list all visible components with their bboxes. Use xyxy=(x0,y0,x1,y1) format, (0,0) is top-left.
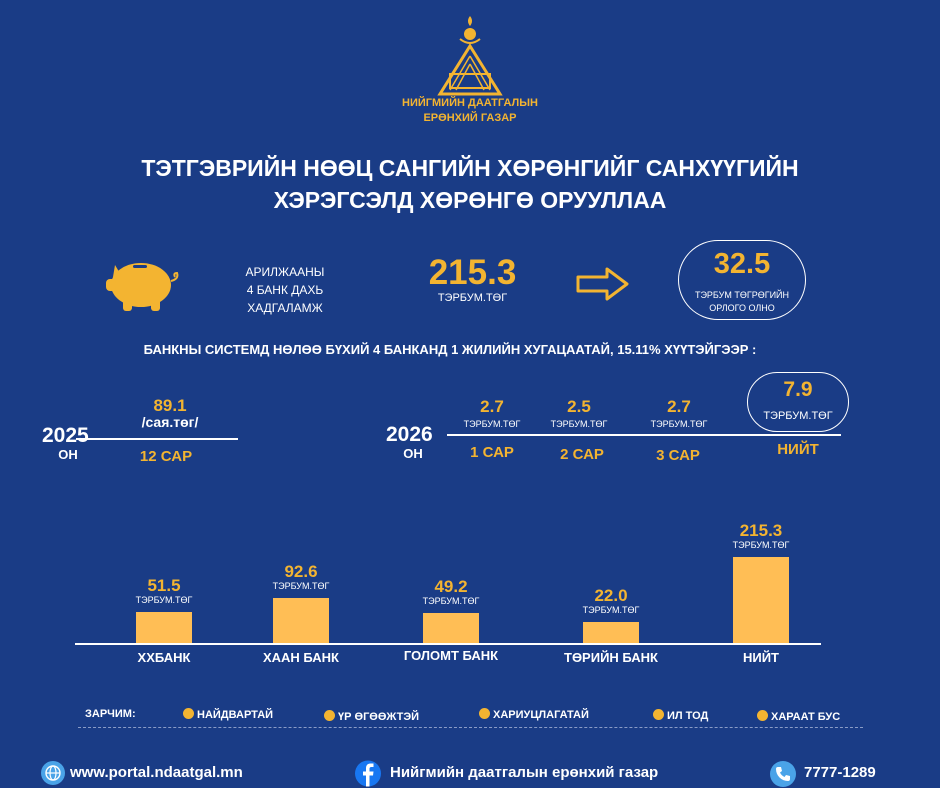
bar xyxy=(136,611,192,643)
month3-label: 3 САР xyxy=(656,447,700,464)
year-2026-on: ОН xyxy=(403,446,423,461)
chart-baseline xyxy=(75,643,821,645)
bar xyxy=(733,556,789,643)
desc-line2: 4 БАНК ДАХЬ xyxy=(246,283,324,297)
month2-value: 2.5 xyxy=(567,397,591,416)
month2-unit: ТЭРБУМ.ТӨГ xyxy=(550,419,608,429)
bar-value-label: 49.2 xyxy=(434,576,468,596)
dot-icon xyxy=(479,708,490,719)
piggy-bank-icon xyxy=(106,263,179,311)
facebook-icon xyxy=(355,760,381,787)
month1-unit: ТЭРБУМ.ТӨГ xyxy=(463,419,521,429)
month3-value: 2.7 xyxy=(667,397,691,416)
income-amount: 32.5 xyxy=(713,248,771,280)
bar-value-label: 215.3 xyxy=(739,520,783,540)
month2-label: 2 САР xyxy=(560,446,604,463)
bar-value-label: 51.5 xyxy=(147,575,181,595)
bar-category-label: ХХБАНК xyxy=(137,650,191,665)
total-2026-value: 7.9 xyxy=(783,378,813,401)
income-unit: ТЭРБУМ ТӨГРӨГИЙН ОРЛОГО ОЛНО xyxy=(678,289,806,315)
globe-icon xyxy=(41,761,65,785)
period-2025: 12 САР xyxy=(139,448,193,465)
value-2025: 89.1 xyxy=(153,396,187,415)
year-2026: 2026 xyxy=(386,423,433,446)
total-2026-label: НИЙТ xyxy=(777,441,819,458)
dot-icon xyxy=(183,708,194,719)
bar xyxy=(273,597,329,643)
legend-label: ЗАРЧИМ: xyxy=(85,708,136,720)
bar xyxy=(583,621,639,643)
logo-line2: ЕРӨНХИЙ ГАЗАР xyxy=(423,112,517,124)
logo-emblem-icon xyxy=(437,16,503,96)
bar-unit-label: ТЭРБУМ.ТӨГ xyxy=(582,604,640,615)
deposit-amount: 215.3 xyxy=(428,253,517,292)
website-link[interactable]: www.portal.ndaatgal.mn xyxy=(70,764,243,781)
arrow-right-icon xyxy=(576,267,629,301)
title-line1: ТЭТГЭВРИЙН НӨӨЦ САНГИЙН ХӨРӨНГИЙГ САНХҮҮ… xyxy=(141,155,799,181)
legend-divider xyxy=(78,727,863,728)
income-oval xyxy=(678,240,806,320)
year-2025: 2025 xyxy=(42,424,89,447)
legend-item: ҮР ӨГӨӨЖТЭЙ xyxy=(324,710,419,723)
year-2025-on: ОН xyxy=(58,447,78,462)
bar-unit-label: ТЭРБУМ.ТӨГ xyxy=(272,580,330,591)
page-title: ТЭТГЭВРИЙН НӨӨЦ САНГИЙН ХӨРӨНГИЙГ САНХҮҮ… xyxy=(60,152,880,216)
legend-item-text: ИЛ ТОД xyxy=(667,710,709,722)
divider-2026 xyxy=(447,434,841,436)
legend-item: ХАРИУЦЛАГАТАЙ xyxy=(479,708,589,721)
subtitle: БАНКНЫ СИСТЕМД НӨЛӨӨ БҮХИЙ 4 БАНКАНД 1 Ж… xyxy=(143,342,757,357)
month1-value: 2.7 xyxy=(480,397,504,416)
bar-category-label: НИЙТ xyxy=(742,650,780,665)
title-line2: ХЭРЭГСЭЛД ХӨРӨНГӨ ОРУУЛЛАА xyxy=(273,187,667,213)
bar-category-label: ГОЛОМТ БАНК xyxy=(403,648,499,663)
bar-unit-label: ТЭРБУМ.ТӨГ xyxy=(135,594,193,605)
legend-item: ХАРААТ БУС xyxy=(757,710,840,723)
income-unit-line2: ОРЛОГО ОЛНО xyxy=(709,303,775,313)
desc-line1: АРИЛЖААНЫ xyxy=(245,265,325,279)
dot-icon xyxy=(757,710,768,721)
bar-category-label: ТӨРИЙН БАНК xyxy=(564,650,658,665)
legend-item: НАЙДВАРТАЙ xyxy=(183,708,273,721)
legend-item-text: ХАРААТ БУС xyxy=(771,711,841,723)
bar-category-label: ХААН БАНК xyxy=(262,650,339,665)
bar-unit-label: ТЭРБУМ.ТӨГ xyxy=(422,595,480,606)
legend-item-text: НАЙДВАРТАЙ xyxy=(197,709,274,721)
total-2026-unit: ТЭРБУМ.ТӨГ xyxy=(763,410,833,422)
logo-text: НИЙГМИЙН ДААТГАЛЫН ЕРӨНХИЙ ГАЗАР xyxy=(370,96,570,126)
phone-icon xyxy=(770,761,796,787)
deposit-amount-unit: ТЭРБУМ.ТӨГ xyxy=(437,292,508,304)
bar-unit-label: ТЭРБУМ.ТӨГ xyxy=(732,539,790,550)
bar xyxy=(423,612,479,643)
dot-icon xyxy=(324,710,335,721)
month3-unit: ТЭРБУМ.ТӨГ xyxy=(650,419,708,429)
bar-value-label: 22.0 xyxy=(594,585,628,605)
deposit-description: АРИЛЖААНЫ 4 БАНК ДАХЬ ХАДГАЛАМЖ xyxy=(225,263,345,317)
bar-value-label: 92.6 xyxy=(284,561,318,581)
legend-item: ИЛ ТОД xyxy=(653,709,708,722)
phone-number: 7777-1289 xyxy=(804,764,876,781)
month1-label: 1 САР xyxy=(470,444,514,461)
bank-deposit-chart: 51.5 ТЭРБУМ.ТӨГ ХХБАНК 92.6 ТЭРБУМ.ТӨГ ХААН Б… xyxy=(135,520,790,665)
unit-2025: /сая.төг/ xyxy=(141,414,199,430)
dot-icon xyxy=(653,709,664,720)
legend-item-text: ХАРИУЦЛАГАТАЙ xyxy=(493,709,589,721)
divider-2025 xyxy=(76,438,238,440)
legend-item-text: ҮР ӨГӨӨЖТЭЙ xyxy=(338,711,420,723)
logo-line1: НИЙГМИЙН ДААТГАЛЫН xyxy=(402,97,538,109)
income-unit-line1: ТЭРБУМ ТӨГРӨГИЙН xyxy=(694,290,790,300)
desc-line3: ХАДГАЛАМЖ xyxy=(247,301,323,315)
facebook-link[interactable]: Нийгмийн даатгалын ерөнхий газар xyxy=(390,764,659,781)
total-oval xyxy=(747,372,849,432)
